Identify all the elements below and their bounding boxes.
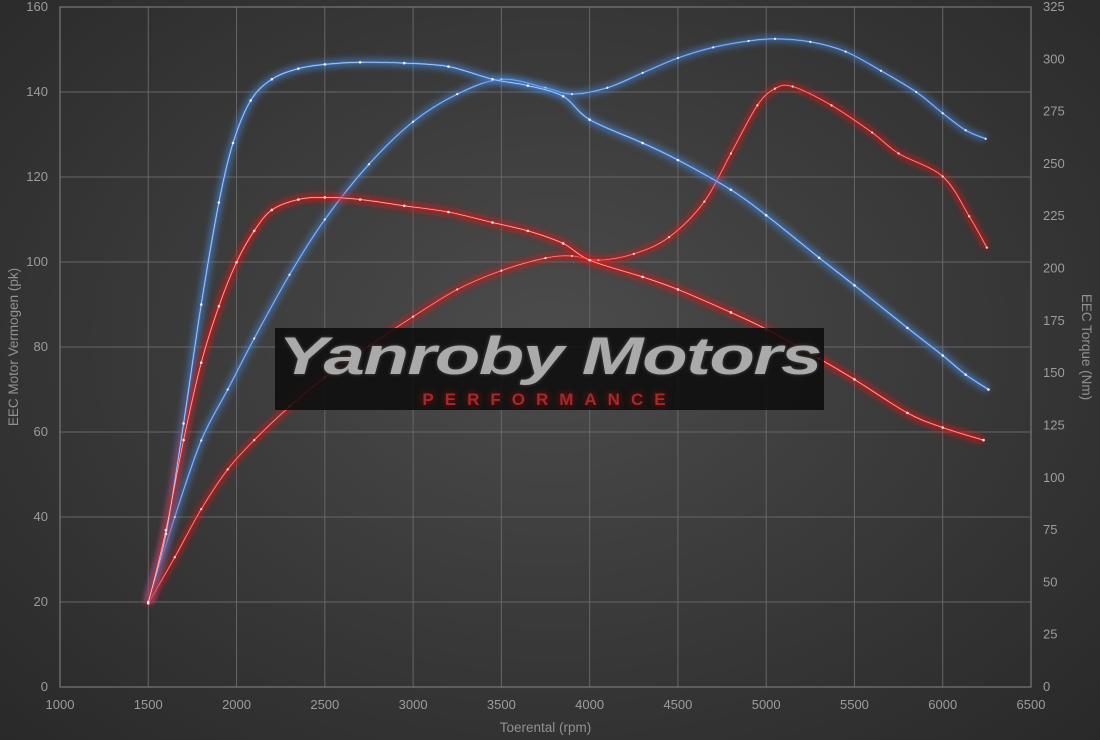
svg-text:0: 0 [41,679,48,694]
svg-text:50: 50 [1043,574,1057,589]
svg-text:6000: 6000 [928,697,957,712]
svg-text:1000: 1000 [46,697,75,712]
svg-text:200: 200 [1043,261,1065,276]
svg-text:40: 40 [34,509,48,524]
svg-text:2000: 2000 [222,697,251,712]
svg-text:1500: 1500 [134,697,163,712]
svg-text:175: 175 [1043,313,1065,328]
svg-text:20: 20 [34,594,48,609]
svg-text:100: 100 [26,254,48,269]
svg-text:125: 125 [1043,417,1065,432]
svg-text:3000: 3000 [399,697,428,712]
svg-text:4000: 4000 [575,697,604,712]
svg-text:4500: 4500 [663,697,692,712]
svg-text:150: 150 [1043,365,1065,380]
svg-text:100: 100 [1043,470,1065,485]
svg-text:EEC Torque (Nm): EEC Torque (Nm) [1079,294,1094,400]
svg-text:225: 225 [1043,208,1065,223]
svg-text:2500: 2500 [310,697,339,712]
svg-text:5000: 5000 [752,697,781,712]
svg-text:325: 325 [1043,0,1065,14]
svg-text:3500: 3500 [487,697,516,712]
svg-text:300: 300 [1043,51,1065,66]
svg-text:75: 75 [1043,522,1057,537]
svg-text:25: 25 [1043,627,1057,642]
svg-text:120: 120 [26,169,48,184]
svg-text:6500: 6500 [1017,697,1046,712]
svg-text:Toerental (rpm): Toerental (rpm) [500,720,592,735]
svg-text:EEC Motor Vermogen (pk): EEC Motor Vermogen (pk) [6,268,21,426]
svg-text:275: 275 [1043,104,1065,119]
svg-text:60: 60 [34,424,48,439]
svg-text:5500: 5500 [840,697,869,712]
svg-text:80: 80 [34,339,48,354]
svg-text:250: 250 [1043,156,1065,171]
svg-text:160: 160 [26,0,48,14]
svg-text:0: 0 [1043,679,1050,694]
svg-text:140: 140 [26,84,48,99]
